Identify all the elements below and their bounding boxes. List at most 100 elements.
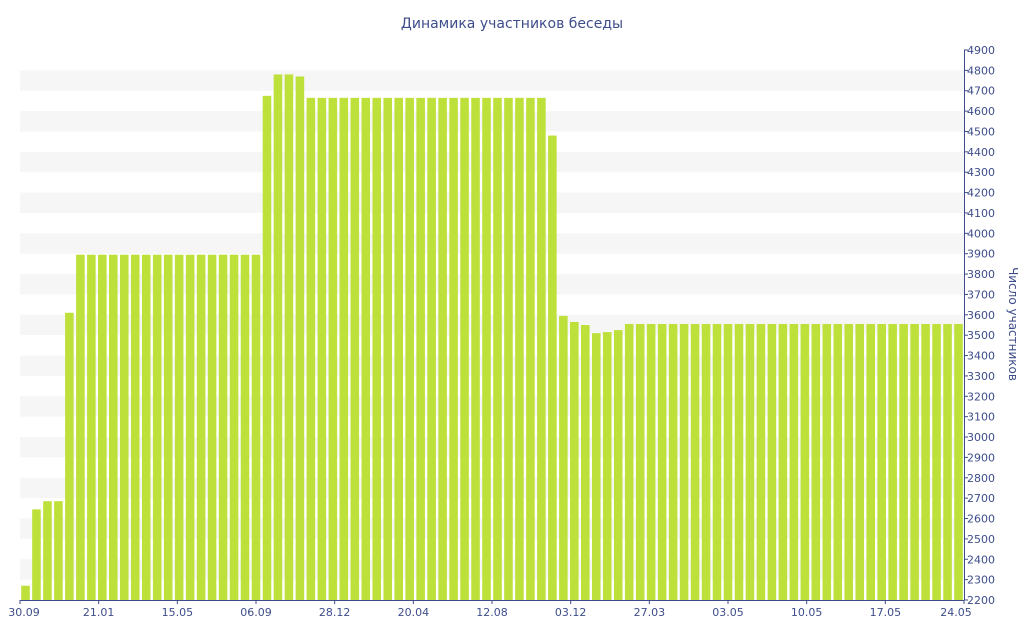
bar xyxy=(130,254,140,600)
bar xyxy=(438,97,447,601)
bar xyxy=(317,97,327,601)
bar xyxy=(152,254,162,600)
y-tick-label: 4600 xyxy=(967,105,995,118)
grid-band xyxy=(20,70,964,91)
bar xyxy=(954,323,963,600)
bar xyxy=(339,97,349,601)
bar xyxy=(910,323,919,600)
bar xyxy=(559,315,568,600)
y-tick-label: 4900 xyxy=(967,44,995,57)
x-tick-label: 03.12 xyxy=(555,606,587,619)
bar xyxy=(844,323,854,600)
bar xyxy=(372,97,382,601)
bar xyxy=(207,254,217,600)
bar xyxy=(218,254,228,600)
bar xyxy=(855,323,864,600)
bar xyxy=(657,323,667,600)
bar xyxy=(427,97,436,601)
x-tick-label: 06.09 xyxy=(240,606,272,619)
bar xyxy=(690,323,700,600)
x-tick-label: 20.04 xyxy=(398,606,430,619)
grid-band xyxy=(20,192,964,213)
bar xyxy=(537,97,546,601)
bar xyxy=(482,97,491,601)
chart-title: Динамика участников беседы xyxy=(401,16,623,32)
x-tick-label: 17.05 xyxy=(870,606,902,619)
y-axis-label: Число участников xyxy=(1006,267,1020,381)
y-tick-label: 4100 xyxy=(967,207,995,220)
bar xyxy=(668,323,678,600)
bar xyxy=(449,97,458,601)
bar xyxy=(866,323,875,600)
bar xyxy=(76,254,85,600)
bar xyxy=(701,323,711,600)
x-axis-ticks: 30.09 21.01 15.05 06.09 28.12 20.04 12.08 03.12… xyxy=(8,600,972,619)
x-tick-label: 24.05 xyxy=(940,606,972,619)
x-tick-label: 03.05 xyxy=(712,606,744,619)
bar xyxy=(284,74,294,600)
bar xyxy=(888,323,897,600)
bar xyxy=(646,323,656,600)
bar xyxy=(251,254,261,600)
grid-band xyxy=(20,151,964,173)
y-tick-label: 3800 xyxy=(967,268,995,281)
bar xyxy=(262,95,272,600)
y-tick-label: 3000 xyxy=(967,431,995,444)
y-tick-label: 3400 xyxy=(967,350,995,363)
y-tick-label: 4700 xyxy=(967,85,995,98)
bar xyxy=(361,97,371,601)
grid-band xyxy=(20,233,964,254)
y-tick-label: 2900 xyxy=(967,451,995,464)
y-tick-label: 4500 xyxy=(967,125,995,138)
grid-bands xyxy=(20,70,964,580)
bar xyxy=(712,323,722,600)
bar xyxy=(778,323,788,600)
bar xyxy=(163,254,173,600)
bar xyxy=(800,323,810,600)
bar xyxy=(581,325,590,600)
y-axis-ticks: 2200 2300 2400 2500 2600 2700 2800 2900 3000 3100… xyxy=(964,44,995,607)
bar xyxy=(273,74,283,600)
x-tick-label: 27.03 xyxy=(634,606,666,619)
bar xyxy=(229,254,239,600)
bar xyxy=(624,323,634,600)
grid-band xyxy=(20,355,964,376)
x-tick-label: 12.08 xyxy=(476,606,508,619)
x-tick-label: 10.05 xyxy=(791,606,823,619)
bar xyxy=(548,135,557,600)
y-tick-label: 2200 xyxy=(967,594,995,607)
bar xyxy=(120,254,129,600)
grid-band xyxy=(20,518,964,539)
bar xyxy=(394,97,403,601)
bar xyxy=(570,321,579,600)
y-tick-label: 2700 xyxy=(967,492,995,505)
y-tick-label: 4200 xyxy=(967,187,995,200)
grid-band xyxy=(20,396,964,417)
grid-band xyxy=(20,437,964,458)
x-tick-label: 28.12 xyxy=(319,606,351,619)
bar xyxy=(767,323,777,600)
bar xyxy=(943,323,952,600)
bar xyxy=(745,323,755,600)
grid-band xyxy=(20,111,964,132)
bar xyxy=(54,501,63,600)
bar xyxy=(416,97,425,601)
y-tick-label: 2600 xyxy=(967,513,995,526)
bar xyxy=(877,323,886,600)
bar xyxy=(833,323,843,600)
bar xyxy=(822,323,832,600)
bar xyxy=(383,97,392,601)
bar xyxy=(635,323,645,600)
y-tick-label: 2300 xyxy=(967,574,995,587)
bar xyxy=(504,97,513,601)
bar xyxy=(306,97,316,601)
y-tick-label: 4300 xyxy=(967,166,995,179)
x-tick-label: 30.09 xyxy=(8,606,40,619)
bar xyxy=(109,254,118,600)
bar xyxy=(87,254,96,600)
bar xyxy=(405,97,414,601)
y-tick-label: 2800 xyxy=(967,472,995,485)
grid-band xyxy=(20,477,964,499)
bar xyxy=(65,312,74,600)
